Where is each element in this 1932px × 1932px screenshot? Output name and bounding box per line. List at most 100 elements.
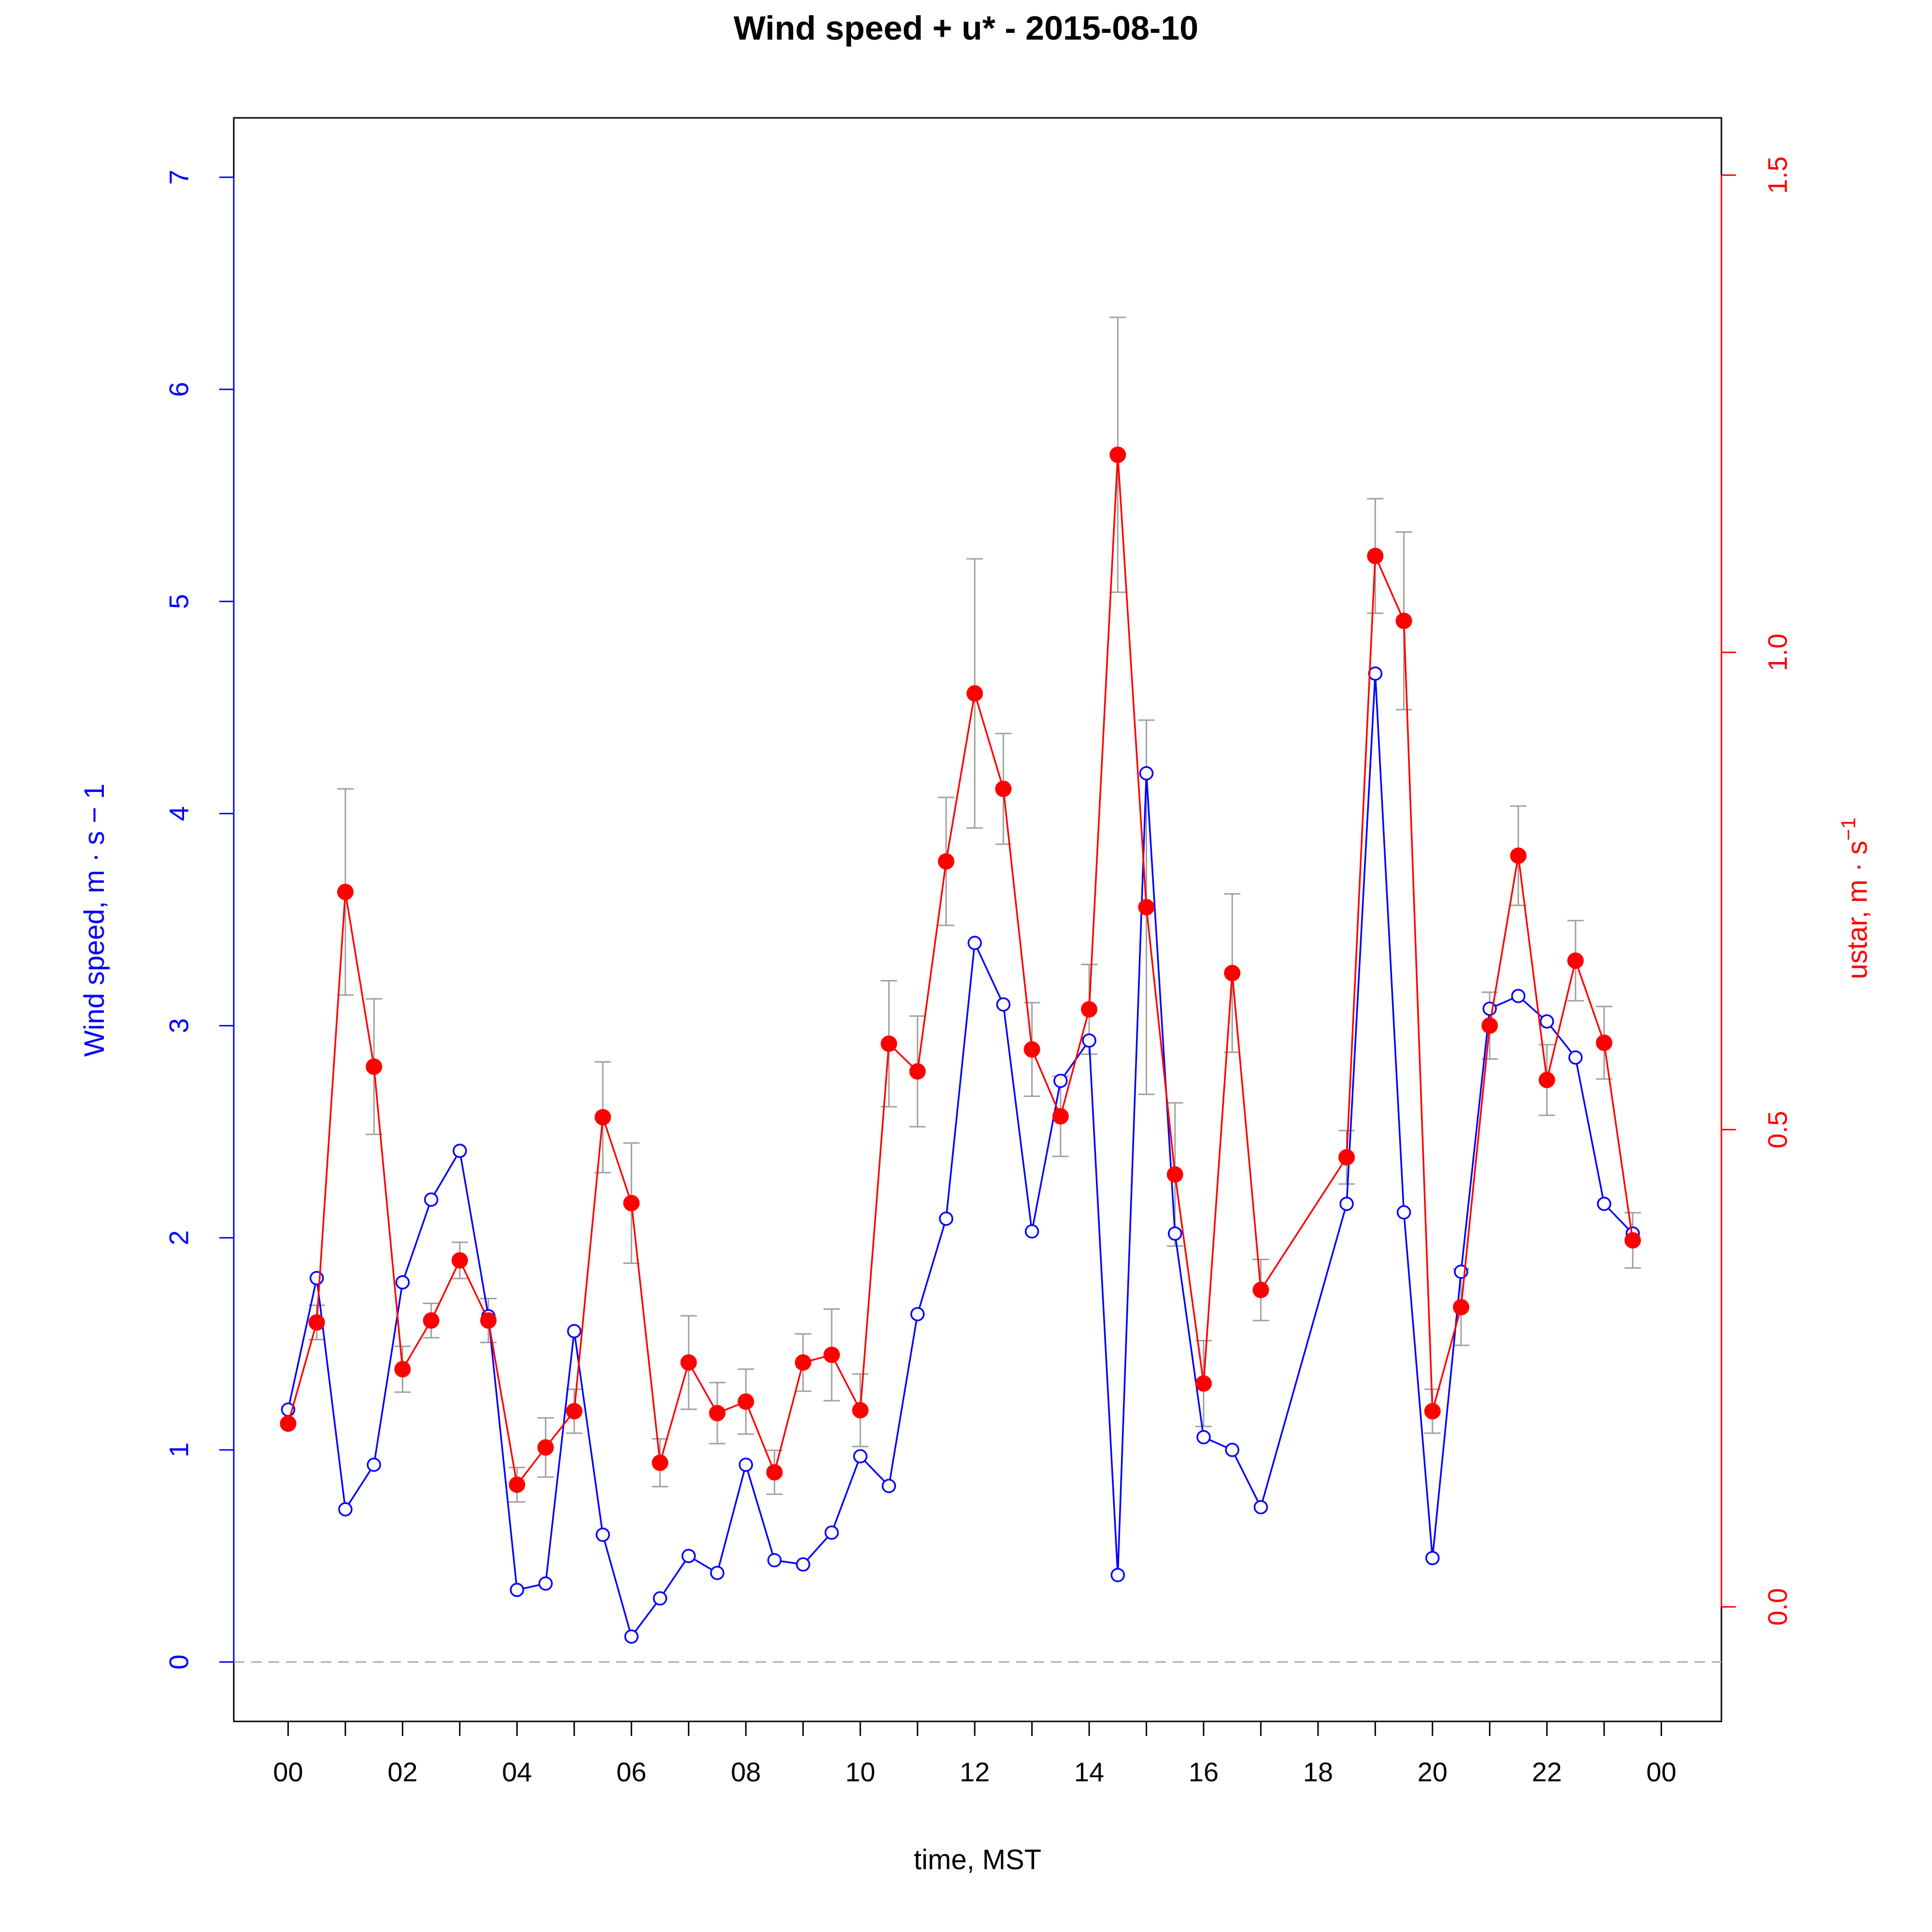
x-tick-label: 06 — [616, 1757, 646, 1787]
wind-speed-point — [910, 1307, 925, 1321]
ustar-point — [595, 1109, 611, 1126]
wind-speed-point — [1568, 1050, 1583, 1065]
x-tick-label: 16 — [1189, 1757, 1219, 1787]
ustar-point — [1195, 1375, 1212, 1392]
ustar-line — [287, 455, 1634, 1487]
ustar-point — [652, 1454, 668, 1471]
ustar-point — [1624, 1232, 1641, 1249]
ustar-point — [394, 1361, 411, 1378]
ustar-point — [1395, 612, 1412, 629]
left-y-tick-label: 6 — [164, 382, 194, 397]
wind-speed-point — [881, 1478, 896, 1493]
ustar-point — [566, 1403, 582, 1420]
wind-speed-point — [310, 1271, 324, 1285]
ustar-point — [1052, 1108, 1069, 1125]
right-y-axis-label-exponent: −1 — [1837, 818, 1860, 841]
wind-speed-point — [1368, 666, 1383, 681]
wind-speed-point — [424, 1192, 439, 1207]
ustar-point — [1538, 1072, 1555, 1088]
wind-speed-point — [1511, 989, 1526, 1003]
wind-speed-point — [1225, 1443, 1239, 1457]
x-tick-label: 08 — [731, 1757, 761, 1787]
x-tick-label: 22 — [1532, 1757, 1562, 1787]
left-y-tick-label: 0 — [164, 1654, 194, 1669]
x-axis: 00 02 04 06 08 10 12 14 16 18 20 22 00 — [273, 1720, 1676, 1787]
ustar-point — [1023, 1041, 1040, 1058]
chart-title: Wind speed + u* - 2015-08-10 — [734, 9, 1198, 47]
wind-speed-point — [1339, 1196, 1354, 1211]
ustar-point — [1224, 965, 1241, 981]
wind-speed-point — [1196, 1430, 1211, 1445]
wind-speed-line — [287, 673, 1634, 1639]
ustar-point — [623, 1194, 640, 1211]
left-y-tick-label: 1 — [164, 1442, 194, 1457]
ustar-point — [823, 1347, 840, 1364]
x-tick-label: 04 — [502, 1757, 532, 1787]
wind-speed-point — [1396, 1205, 1411, 1220]
right-y-tick-label: 1.5 — [1762, 156, 1793, 194]
ustar-point — [537, 1439, 554, 1456]
ustar-point — [1166, 1166, 1183, 1183]
x-tick-label: 18 — [1303, 1757, 1333, 1787]
left-y-tick-label: 4 — [164, 806, 194, 821]
right-y-axis-label-base: ustar, m · s — [1842, 841, 1873, 980]
left-y-axis-label: Wind speed, m · s − 1 — [79, 783, 110, 1057]
right-y-tick-label: 0.0 — [1762, 1588, 1793, 1626]
ustar-series — [280, 446, 1641, 1493]
ustar-point — [1567, 952, 1584, 969]
ustar-point — [451, 1252, 468, 1269]
wind-speed-point — [596, 1527, 610, 1542]
ustar-point — [1338, 1149, 1355, 1166]
right-y-tick-label: 0.5 — [1762, 1111, 1793, 1149]
right-y-tick-label: 1.0 — [1762, 634, 1793, 671]
x-tick-label: 20 — [1418, 1757, 1448, 1787]
ustar-point — [1081, 1001, 1097, 1018]
ustar-point — [1424, 1403, 1441, 1420]
wind-speed-series — [281, 666, 1640, 1644]
x-tick-label: 00 — [1646, 1757, 1676, 1787]
ustar-point — [509, 1476, 526, 1493]
wind-speed-point — [1597, 1196, 1611, 1211]
ustar-point — [1510, 847, 1527, 864]
wind-speed-point — [1167, 1226, 1182, 1241]
left-y-tick-label: 7 — [164, 170, 194, 185]
left-y-tick-label: 5 — [164, 594, 194, 609]
ustar-point — [709, 1405, 725, 1421]
ustar-point — [1367, 548, 1384, 565]
wind-speed-point — [767, 1553, 782, 1567]
wind-speed-point — [1053, 1074, 1068, 1088]
x-tick-label: 10 — [845, 1757, 875, 1787]
ustar-point — [280, 1415, 297, 1432]
wind-speed-point — [1539, 1014, 1554, 1029]
wind-speed-point — [367, 1457, 381, 1472]
wind-speed-point — [967, 936, 982, 951]
wind-speed-point — [824, 1525, 839, 1540]
x-axis-label: time, MST — [914, 1844, 1041, 1875]
wind-speed-point — [796, 1557, 810, 1572]
wind-speed-point — [653, 1591, 668, 1606]
ustar-point — [738, 1393, 754, 1410]
ustar-point — [938, 853, 954, 870]
left-y-axis: 0 1 2 3 4 5 6 7 — [164, 170, 235, 1670]
wind-speed-point — [1425, 1551, 1440, 1565]
ustar-point — [795, 1354, 811, 1371]
wind-speed-point — [739, 1457, 753, 1472]
ustar-point — [1138, 899, 1155, 916]
left-y-tick-label: 2 — [164, 1230, 194, 1245]
right-y-axis-label: ustar, m · s−1 — [1837, 818, 1873, 980]
wind-speed-point — [567, 1324, 582, 1338]
wind-speed-point — [996, 997, 1011, 1012]
ustar-point — [766, 1464, 783, 1481]
wind-speed-point — [1139, 766, 1154, 781]
ustar-point — [680, 1354, 697, 1371]
wind-speed-point — [1082, 1033, 1096, 1048]
ustar-point — [1481, 1017, 1498, 1034]
right-y-axis: 0.0 0.5 1.0 1.5 — [1720, 156, 1793, 1626]
x-tick-label: 14 — [1074, 1757, 1104, 1787]
wind-speed-point — [853, 1449, 867, 1463]
wind-speed-point — [682, 1548, 696, 1563]
left-y-tick-label: 3 — [164, 1018, 194, 1033]
wind-speed-point — [395, 1275, 410, 1290]
ustar-point — [308, 1314, 325, 1331]
ustar-point — [881, 1035, 897, 1052]
